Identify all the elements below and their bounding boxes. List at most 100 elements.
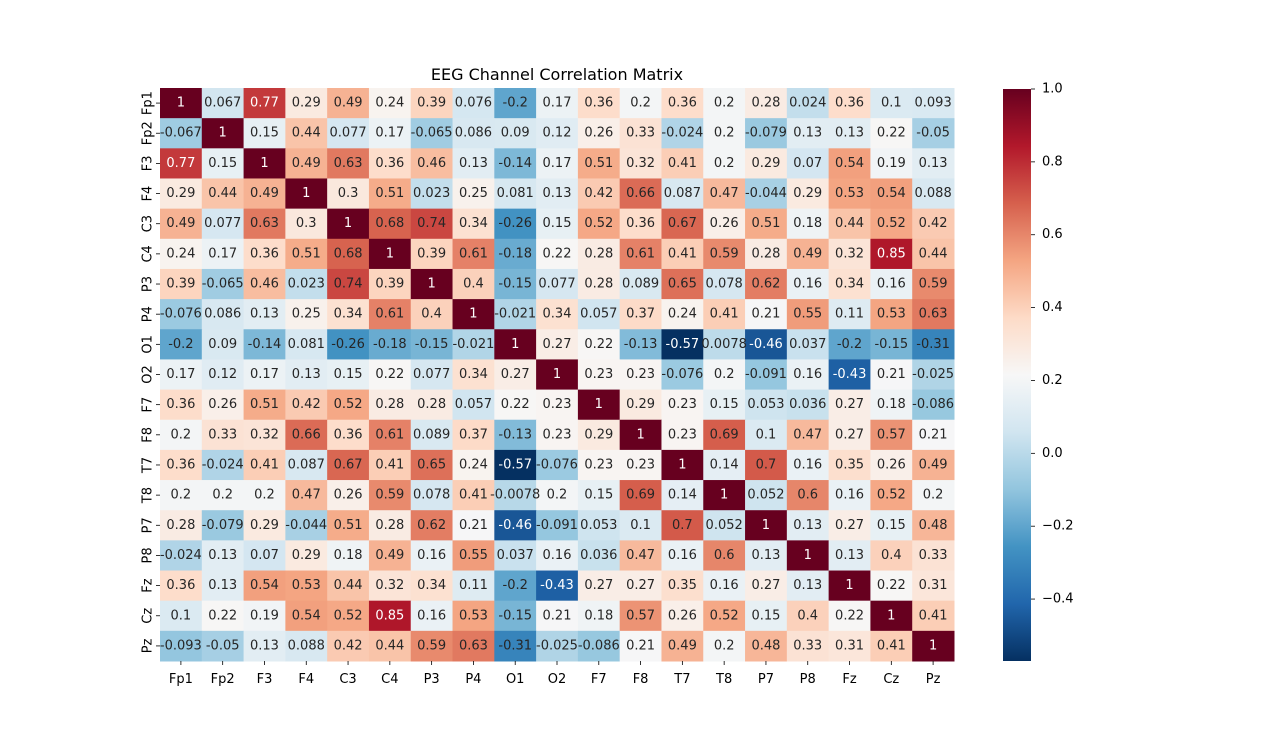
heatmap-cell xyxy=(786,268,830,300)
cell-label: 0.44 xyxy=(208,186,237,201)
cell-label: 0.51 xyxy=(751,216,780,231)
cell-label: 0.29 xyxy=(626,397,655,412)
cell-label: -0.024 xyxy=(160,548,202,563)
heatmap-cell xyxy=(661,570,704,602)
cell-label: 0.13 xyxy=(250,307,279,322)
cell-label: 0.66 xyxy=(626,186,655,201)
heatmap-cell xyxy=(160,268,203,300)
heatmap-cell xyxy=(201,178,245,210)
heatmap-cell xyxy=(870,238,913,270)
x-tick-label: Fz xyxy=(842,672,856,687)
cell-label: 0.081 xyxy=(497,186,534,201)
heatmap-cell xyxy=(368,178,412,210)
heatmap-cell xyxy=(786,480,830,511)
heatmap-cell xyxy=(368,630,412,662)
heatmap-cell xyxy=(410,510,454,541)
heatmap-cell xyxy=(786,299,830,330)
heatmap-cell xyxy=(619,570,662,602)
heatmap-cell xyxy=(661,630,704,662)
heatmap-cell xyxy=(452,449,495,481)
heatmap-cell xyxy=(368,449,412,481)
heatmap-cell xyxy=(410,208,454,240)
heatmap-cell xyxy=(410,88,454,119)
cell-label: 0.7 xyxy=(672,518,693,533)
heatmap-cell xyxy=(243,480,286,511)
cell-label: 0.51 xyxy=(334,518,363,533)
cell-label: 0.17 xyxy=(543,156,572,171)
cell-label: -0.14 xyxy=(248,337,282,352)
heatmap-cell xyxy=(201,419,245,451)
cell-label: 1 xyxy=(929,638,937,653)
heatmap-cell xyxy=(870,178,913,210)
cell-label: 0.26 xyxy=(710,216,739,231)
heatmap-cell xyxy=(870,208,913,240)
heatmap-cell xyxy=(786,208,830,240)
heatmap-cell xyxy=(243,268,286,300)
cell-label: 0.85 xyxy=(375,608,404,623)
cell-label: 1 xyxy=(636,427,644,442)
heatmap-cell xyxy=(201,118,245,149)
heatmap-cell xyxy=(870,299,913,330)
cell-label: 0.036 xyxy=(580,548,617,563)
cell-label: 0.13 xyxy=(208,578,237,593)
heatmap-cell xyxy=(327,540,370,572)
heatmap-cell xyxy=(327,148,370,179)
cell-label: 0.26 xyxy=(208,397,237,412)
heatmap-cell xyxy=(912,148,955,179)
cell-label: -0.46 xyxy=(498,518,532,533)
heatmap-cell xyxy=(870,359,913,391)
cell-label: 0.54 xyxy=(250,578,279,593)
cell-label: 0.39 xyxy=(375,277,404,292)
cell-label: 0.3 xyxy=(338,186,359,201)
heatmap-cell xyxy=(536,238,579,270)
heatmap-cell xyxy=(243,208,286,240)
heatmap-cell xyxy=(452,570,495,602)
heatmap-cell xyxy=(160,299,203,330)
heatmap-cell xyxy=(745,570,788,602)
heatmap-cell xyxy=(703,88,746,119)
heatmap-cell xyxy=(661,600,704,632)
heatmap-cell xyxy=(494,268,537,300)
cell-label: -0.15 xyxy=(498,608,532,623)
cell-label: 0.21 xyxy=(877,367,906,382)
cell-label: 0.0078 xyxy=(701,337,747,352)
cell-label: 0.41 xyxy=(877,638,906,653)
cell-label: 0.09 xyxy=(208,337,237,352)
cell-label: 0.34 xyxy=(334,307,363,322)
cell-label: 0.2 xyxy=(714,638,735,653)
cell-label: 0.4 xyxy=(421,307,442,322)
cell-label: 0.1 xyxy=(881,96,902,111)
cell-label: 0.22 xyxy=(543,246,572,261)
heatmap-cell xyxy=(619,178,662,210)
cell-label: 0.36 xyxy=(334,427,363,442)
cell-label: 0.31 xyxy=(835,638,864,653)
y-tick-label: F3 xyxy=(141,156,156,172)
cell-label: 0.17 xyxy=(375,126,404,141)
cell-label: 0.42 xyxy=(584,186,613,201)
heatmap-cell xyxy=(577,88,621,119)
heatmap-cell xyxy=(285,238,328,270)
cell-label: 0.22 xyxy=(208,608,237,623)
y-tick-label: P3 xyxy=(141,276,156,292)
heatmap-cell xyxy=(619,540,662,572)
cell-label: -0.093 xyxy=(160,638,202,653)
heatmap-cell xyxy=(703,540,746,572)
cell-label: 0.23 xyxy=(543,397,572,412)
cell-label: 0.34 xyxy=(835,277,864,292)
cell-label: 0.13 xyxy=(543,186,572,201)
heatmap-cell xyxy=(452,329,495,360)
cell-label: 0.16 xyxy=(543,548,572,563)
y-tick-label: P8 xyxy=(141,547,156,563)
cell-label: 1 xyxy=(302,186,310,201)
cell-label: 0.09 xyxy=(501,126,530,141)
cell-label: 0.52 xyxy=(877,488,906,503)
heatmap-cell xyxy=(577,148,621,179)
heatmap-cell xyxy=(745,600,788,632)
heatmap-cell xyxy=(452,208,495,240)
heatmap-cell xyxy=(368,88,412,119)
heatmap-cell xyxy=(536,389,579,421)
heatmap-cell xyxy=(494,118,537,149)
cell-label: 0.2 xyxy=(714,156,735,171)
cell-label: 0.44 xyxy=(292,126,321,141)
heatmap-cell xyxy=(661,208,704,240)
